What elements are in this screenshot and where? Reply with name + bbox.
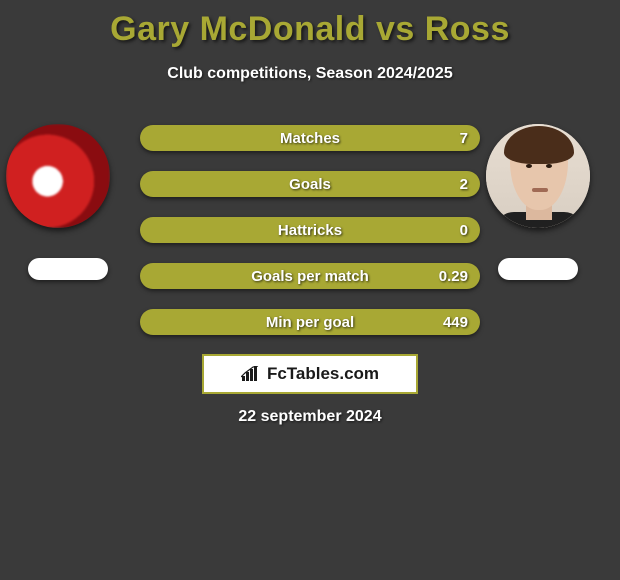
player-right-name-pill xyxy=(498,258,578,280)
stat-bar: Min per goal449 xyxy=(140,309,480,335)
stat-bar-label: Min per goal xyxy=(140,309,480,335)
stat-bar: Goals per match0.29 xyxy=(140,263,480,289)
stat-bar-label: Hattricks xyxy=(140,217,480,243)
page-title: Gary McDonald vs Ross xyxy=(0,0,620,49)
brand-text: FcTables.com xyxy=(267,364,379,384)
stat-bar-label: Goals per match xyxy=(140,263,480,289)
subtitle: Club competitions, Season 2024/2025 xyxy=(0,65,620,83)
stat-bars: Matches7Goals2Hattricks0Goals per match0… xyxy=(140,125,480,355)
stat-bar-value-right: 0 xyxy=(460,217,468,243)
player-right-avatar xyxy=(486,124,590,228)
bar-chart-icon xyxy=(241,366,261,382)
stat-bar: Matches7 xyxy=(140,125,480,151)
headshot-icon xyxy=(486,124,590,228)
stat-bar-value-right: 2 xyxy=(460,171,468,197)
stat-bar-value-right: 7 xyxy=(460,125,468,151)
date-label: 22 september 2024 xyxy=(0,408,620,426)
stat-bar-label: Goals xyxy=(140,171,480,197)
player-left-avatar xyxy=(6,124,110,228)
stat-bar-value-right: 0.29 xyxy=(439,263,468,289)
jersey-icon xyxy=(6,124,110,228)
stat-bar-value-right: 449 xyxy=(443,309,468,335)
stat-bar: Hattricks0 xyxy=(140,217,480,243)
stat-bar: Goals2 xyxy=(140,171,480,197)
brand-badge[interactable]: FcTables.com xyxy=(202,354,418,394)
stat-bar-label: Matches xyxy=(140,125,480,151)
player-left-name-pill xyxy=(28,258,108,280)
